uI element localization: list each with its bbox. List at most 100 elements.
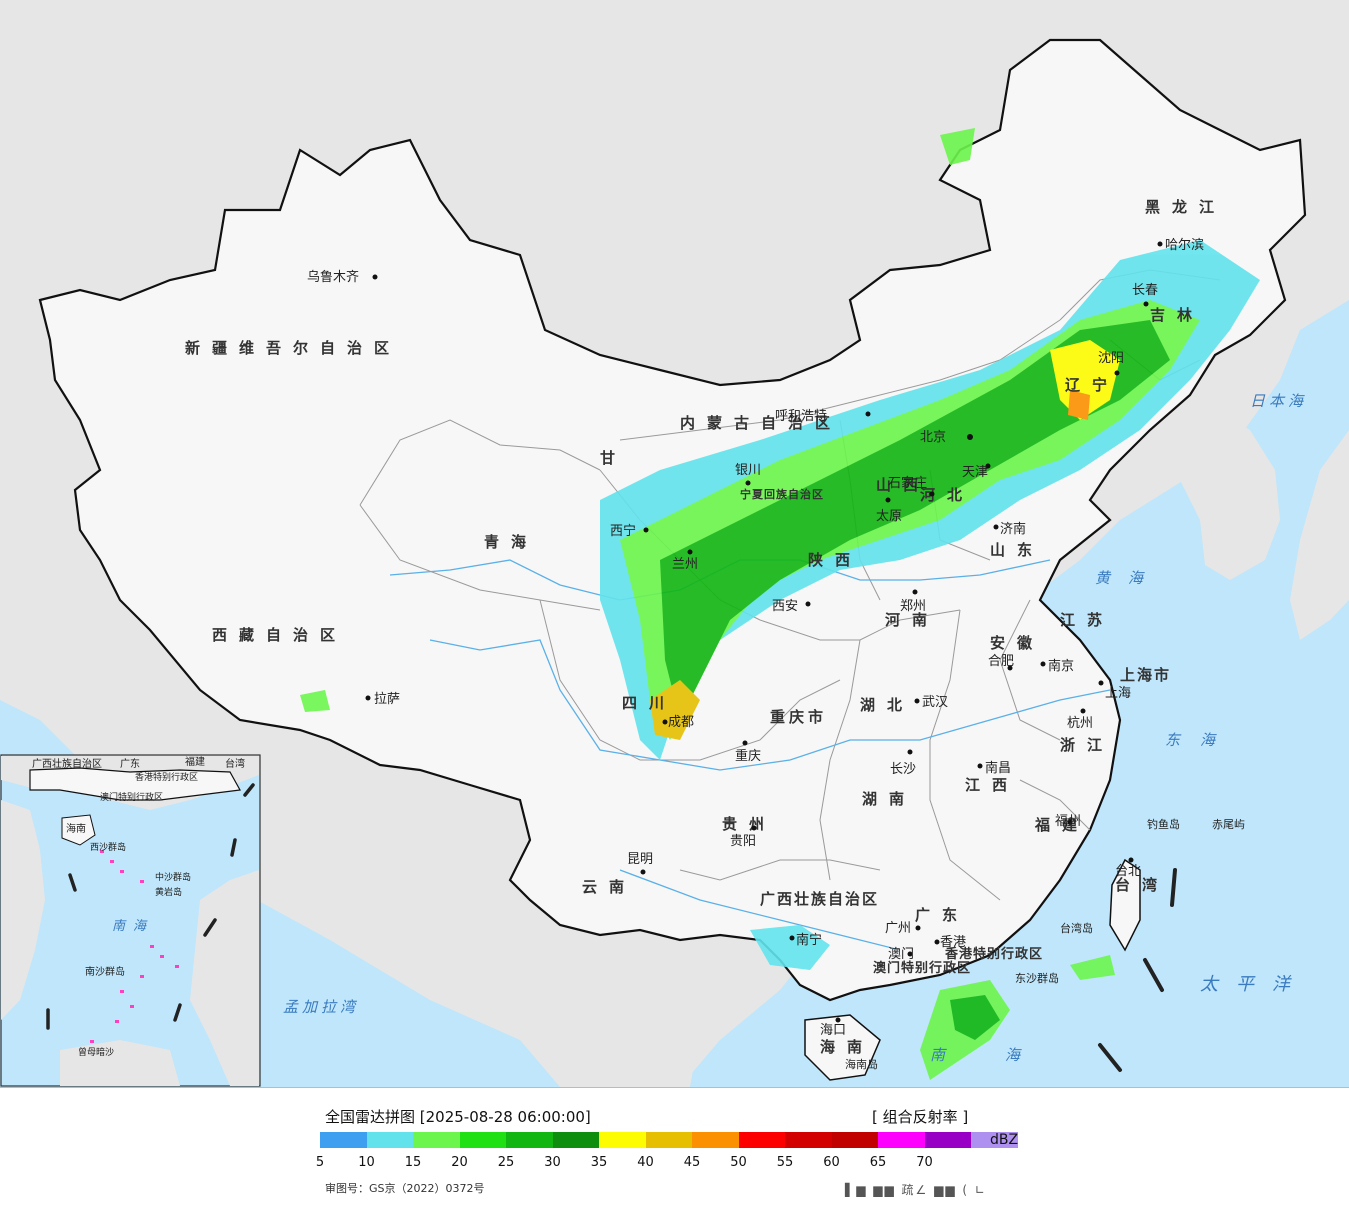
city-taiyuan: 太原 [876,509,902,524]
city-yinchuan: 银川 [735,463,761,478]
hainan-island-shape[interactable] [804,1014,881,1081]
inset-huangyan: 黄岩岛 [155,886,182,898]
sea-south: 南海 [930,1046,1080,1064]
city-taipei: 台北 [1115,864,1141,879]
legend-tick: 25 [497,1155,515,1170]
label-ningxia: 宁夏回族自治区 [740,487,824,501]
legend-swatch [645,1132,692,1148]
label-jiangsu: 江苏 [1060,611,1114,629]
legend-swatch [552,1132,599,1148]
review-number: 审图号：GS京（2022）0372号 [325,1182,485,1195]
legend-tick: 10 [358,1155,375,1170]
label-hainan: 海南 [820,1038,874,1056]
label-hubei: 湖北 [860,696,914,714]
city-guiyang: 贵阳 [730,834,756,849]
city-harbin: 哈尔滨 [1165,237,1204,253]
legend-product: [ 组合反射率 ] [872,1108,969,1126]
label-sichuan: 四川 [622,694,676,712]
label-gansu: 甘 [600,449,627,467]
legend-swatch [459,1132,506,1148]
inset-taiwan: 台湾 [225,757,245,770]
inset-zhongsha: 中沙群岛 [155,871,191,883]
label-hebei: 河北 [920,486,974,504]
legend-swatch [366,1132,413,1148]
inset-hk: 香港特别行政区 [135,771,198,783]
label-xizang: 西藏自治区 [212,626,347,644]
legend-tick: 40 [637,1155,654,1170]
label-zhejiang: 浙江 [1060,736,1114,754]
city-nanchang: 南昌 [985,760,1011,776]
legend-swatch [785,1132,832,1148]
label-guangxi: 广西壮族自治区 [760,890,879,908]
city-lanzhou: 兰州 [672,557,698,572]
label-macau: 澳门特别行政区 [873,960,971,976]
region-labels: 新疆维吾尔自治区 西藏自治区 青海 甘 四川 云南 贵州 湖南 湖北 河南 陕西… [185,198,1226,1056]
legend-panel: 全国雷达拼图 [2025-08-28 06:00:00] [ 组合反射率 ] d… [0,1087,1349,1209]
city-changsha: 长沙 [890,762,916,777]
label-diaoyu: 钓鱼岛 [1147,817,1180,831]
city-xining: 西宁 [610,523,636,539]
legend-tick: 30 [544,1155,561,1170]
watermark-text: ▌▆ ▆▆ 疏∠ ▆▆ ( ∟ [845,1183,987,1197]
legend-swatch [971,1132,1018,1148]
label-yunnan: 云南 [582,878,636,896]
label-anhui: 安徽 [990,634,1044,652]
city-haikou: 海口 [820,1023,846,1038]
legend-swatch [692,1132,739,1148]
south-sea-inset[interactable]: 广西壮族自治区 广东 福建 台湾 香港特别行政区 澳门特别行政区 海南 西沙群岛… [0,754,261,1087]
label-shaanxi: 陕西 [808,551,862,569]
japan-islands [1290,430,1349,640]
city-urumqi: 乌鲁木齐 [307,269,359,285]
legend-tick: 45 [683,1155,701,1170]
label-henan: 河南 [885,611,939,629]
city-guangzhou: 广州 [885,921,911,936]
label-hunan: 湖南 [862,790,916,808]
legend-tick: 70 [916,1155,933,1170]
city-fuzhou: 福州 [1055,814,1081,829]
label-guangdong: 广东 [915,906,969,924]
legend-tick: 65 [869,1155,887,1170]
inset-nansha: 南沙群岛 [85,965,125,978]
label-neimenggu: 内蒙古自治区 [680,414,842,432]
dash-line-main [1098,868,1177,1072]
city-shanghai: 上海 [1105,686,1131,701]
inset-south-sea: 南海 [112,919,154,934]
label-jilin: 吉林 [1150,306,1204,324]
legend-swatch [599,1132,646,1148]
label-shanghai-region: 上海市 [1120,666,1171,684]
label-dongsha: 东沙群岛 [1015,971,1059,985]
city-hefei: 合肥 [988,654,1014,669]
legend-tick: 20 [451,1155,468,1170]
inset-macau: 澳门特别行政区 [100,791,163,803]
legend-tick: 15 [404,1155,422,1170]
label-chongqing: 重庆市 [770,708,827,726]
legend-tick: 35 [590,1155,608,1170]
city-jinan: 济南 [1000,521,1026,537]
label-liaoning: 辽宁 [1065,376,1119,394]
legend-swatch [506,1132,553,1148]
label-shanxi: 山西 [876,476,930,494]
legend-tick: 5 [315,1155,325,1170]
sea-east: 东海 [1165,731,1235,749]
city-hangzhou: 杭州 [1067,716,1093,731]
city-xian: 西安 [772,599,798,614]
city-lhasa: 拉萨 [374,692,400,707]
legend-swatch [738,1132,785,1148]
taiwan-island-shape[interactable] [1109,858,1141,952]
sea-yellow: 黄海 [1095,569,1161,587]
korea-peninsula [1170,410,1280,580]
legend-tick-labels: 5 10 15 20 25 30 35 40 45 50 55 60 65 70 [316,1155,1020,1173]
radar-echoes [300,128,1260,1080]
inset-guangxi: 广西壮族自治区 [32,757,102,770]
legend-color-bar [320,1132,1018,1148]
city-nanjing: 南京 [1048,658,1074,674]
city-chengdu: 成都 [668,715,694,730]
sea-bengal: 孟加拉湾 [283,998,359,1016]
island-labels: 钓鱼岛 赤尾屿 台湾岛 东沙群岛 海南岛 [845,817,1245,1071]
label-fujian: 福建 [1034,816,1089,834]
label-guizhou: 贵州 [722,815,776,833]
label-heilongjiang: 黑龙江 [1145,198,1226,216]
legend-swatch [924,1132,971,1148]
china-radar-map[interactable]: 新疆维吾尔自治区 西藏自治区 青海 甘 四川 云南 贵州 湖南 湖北 河南 陕西… [0,0,1349,1087]
